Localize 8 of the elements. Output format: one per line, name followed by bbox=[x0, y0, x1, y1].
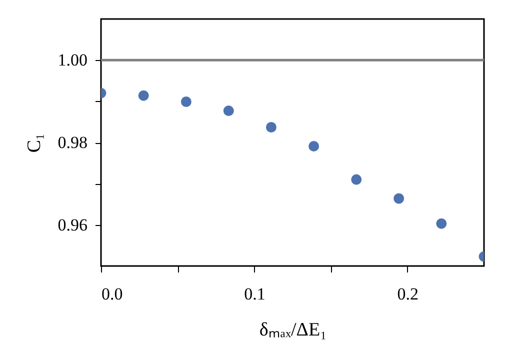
y-axis-title: C₁ bbox=[24, 133, 45, 153]
y-tick-label: 1.00 bbox=[58, 50, 88, 70]
x-tick-label: 0.1 bbox=[244, 284, 266, 304]
y-tick-label: 0.96 bbox=[58, 215, 88, 234]
x-tick-label: 0.0 bbox=[102, 284, 123, 304]
x-tick-label: 0.2 bbox=[397, 284, 419, 304]
x-axis-title: δₘₐₓ/ΔE₁ bbox=[259, 320, 327, 340]
y-tick-label: 0.98 bbox=[58, 133, 88, 152]
